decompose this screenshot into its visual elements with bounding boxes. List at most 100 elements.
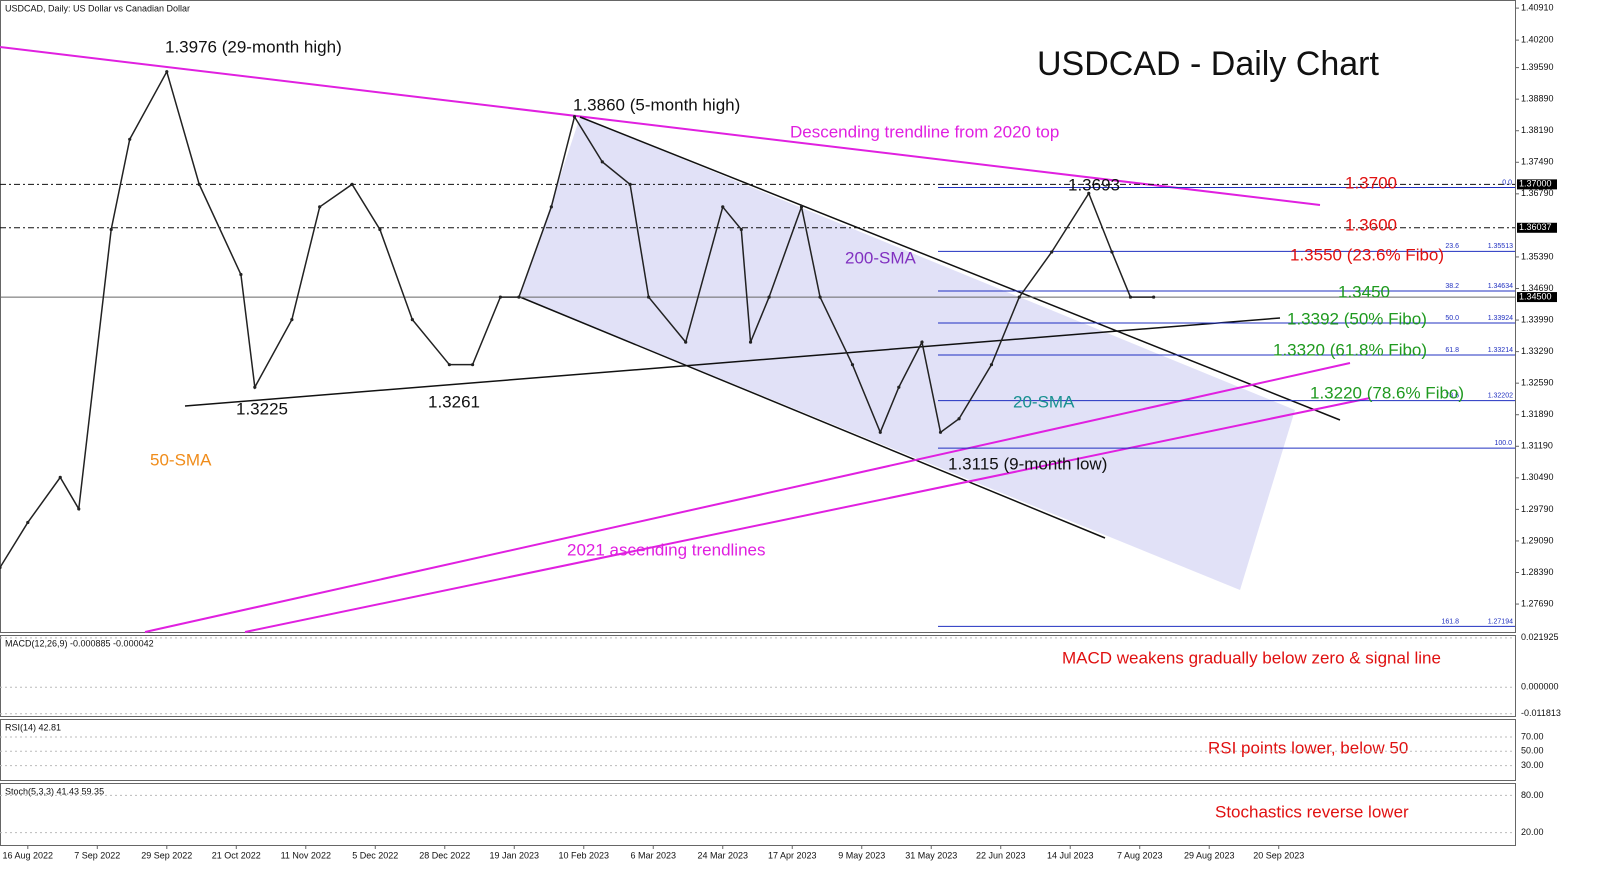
fibo-value: 1.33924: [1488, 315, 1513, 322]
y-tick-label: 1.38190: [1521, 125, 1554, 135]
x-tick-label: 24 Mar 2023: [697, 850, 748, 860]
price-point: [628, 182, 632, 186]
price-point: [1050, 250, 1054, 254]
price-point: [447, 363, 452, 367]
y-tick-label: 1.31890: [1521, 409, 1554, 419]
annotation: 2021 ascending trendlines: [567, 540, 765, 559]
price-point: [197, 182, 201, 186]
price-point: [739, 227, 743, 232]
price-point: [498, 295, 502, 299]
macd-panel: [0, 635, 1516, 717]
price-point: [721, 205, 725, 209]
x-tick-label: 22 Jun 2023: [976, 850, 1026, 860]
y-tick-label: 1.33990: [1521, 314, 1554, 324]
price-point: [253, 385, 257, 389]
annotation: 1.3550 (23.6% Fibo): [1290, 245, 1444, 264]
price-point: [897, 385, 901, 389]
price-point: [1152, 295, 1156, 299]
x-tick-label: 29 Aug 2023: [1184, 850, 1235, 860]
annotation: Descending trendline from 2020 top: [790, 122, 1059, 141]
price-point: [517, 295, 521, 299]
indicator-note: Stochastics reverse lower: [1215, 802, 1409, 821]
x-tick-label: 16 Aug 2022: [3, 850, 54, 860]
y-tick-label: 1.31190: [1521, 441, 1553, 451]
y-tick-label: 1.30490: [1521, 472, 1554, 482]
x-tick-label: 20 Sep 2023: [1253, 850, 1304, 860]
annotation: 1.3700: [1345, 173, 1397, 192]
rsi-panel: [0, 719, 1516, 781]
y-tick-label: 1.33290: [1521, 346, 1554, 356]
price-point: [77, 507, 81, 511]
descending-trendline: [0, 46, 1321, 206]
y-tick-label: 1.32590: [1521, 378, 1554, 388]
price-point: [549, 205, 553, 209]
x-tick-label: 11 Nov 2022: [281, 850, 331, 860]
annotation: 1.3860 (5-month high): [573, 95, 740, 114]
y-tick-label: 1.37490: [1521, 157, 1554, 167]
price-point: [410, 318, 414, 322]
y-tick-label: 1.39590: [1521, 62, 1554, 72]
price-point: [1017, 295, 1021, 299]
price-point: [290, 318, 294, 322]
price-point: [318, 205, 322, 209]
price-point: [26, 520, 30, 525]
annotation: 1.3261: [428, 392, 480, 411]
price-marker-box: [1517, 292, 1557, 303]
annotation: 1.3600: [1345, 215, 1397, 234]
y-tick-label: 1.28390: [1521, 567, 1554, 577]
channel-lower: [519, 296, 1106, 539]
y-tick-label: 1.40910: [1521, 2, 1554, 12]
fibo-level: 100.0: [1494, 440, 1512, 447]
y-tick-label: 1.34690: [1521, 283, 1554, 293]
price-marker-box: [1517, 179, 1557, 190]
annotation: 20-SMA: [1013, 392, 1075, 411]
price-point: [239, 272, 243, 277]
x-tick-label: 6 Mar 2023: [630, 850, 676, 860]
price-point: [1087, 191, 1091, 195]
price-marker-box: [1517, 222, 1557, 233]
fibo-value: 1.35513: [1488, 243, 1513, 250]
y-tick-label: 1.29090: [1521, 535, 1554, 545]
price-point: [748, 340, 753, 344]
y-tick-label: 1.29790: [1521, 504, 1554, 514]
y-tick-label: 1.27690: [1521, 598, 1554, 608]
x-tick-label: 31 May 2023: [905, 850, 957, 860]
x-tick-label: 7 Aug 2023: [1117, 850, 1163, 860]
fibo-value: 1.34634: [1488, 283, 1513, 290]
indicator-tick-label: 50.00: [1521, 746, 1544, 756]
x-tick-label: 5 Dec 2022: [352, 850, 398, 860]
annotation: 1.3220 (78.6% Fibo): [1310, 383, 1464, 402]
price-point: [470, 363, 475, 367]
price-marker-label: 1.34500: [1519, 291, 1552, 301]
fibo-level: 161.8: [1441, 618, 1459, 625]
price-point: [989, 363, 994, 367]
price-point: [58, 475, 62, 479]
price-point: [938, 430, 943, 434]
x-tick-label: 10 Feb 2023: [558, 850, 609, 860]
x-tick-label: 19 Jan 2023: [489, 850, 539, 860]
price-point: [957, 417, 961, 421]
price-point: [684, 340, 688, 344]
fibo-value: 1.33214: [1488, 347, 1513, 354]
price-point: [350, 182, 354, 186]
fibo-level: 23.6: [1445, 243, 1459, 250]
fibo-level: 38.2: [1445, 283, 1459, 290]
y-tick-label: 1.40200: [1521, 34, 1554, 44]
price-point: [128, 137, 132, 141]
price-point: [378, 227, 382, 232]
price-point: [850, 363, 855, 367]
annotation: 1.3450: [1338, 282, 1390, 301]
price-point: [572, 115, 577, 119]
indicator-tick-label: 30.00: [1521, 760, 1544, 770]
price-point: [1128, 295, 1133, 299]
fibo-level: 61.8: [1445, 347, 1459, 354]
x-tick-label: 17 Apr 2023: [768, 850, 817, 860]
annotation: 1.3693: [1068, 175, 1120, 194]
price-line: [0, 69, 1154, 568]
price-point: [878, 430, 882, 434]
indicator-label: Stoch(5,3,3) 41.43 59.35: [5, 786, 104, 796]
fibo-value: 1.27194: [1488, 618, 1513, 625]
price-point: [165, 70, 169, 74]
x-tick-label: 28 Dec 2022: [419, 850, 470, 860]
